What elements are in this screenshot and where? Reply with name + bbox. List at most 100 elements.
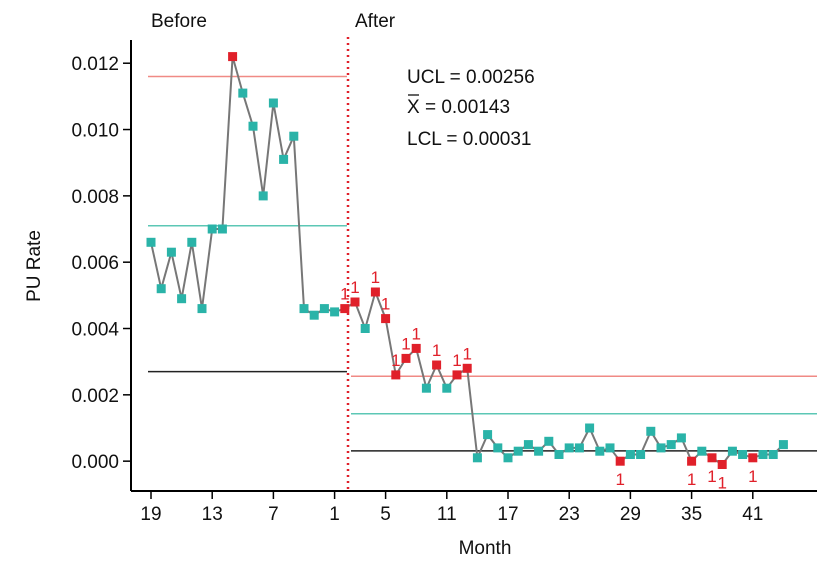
data-point (319, 304, 329, 314)
flag-label: 1 (687, 470, 696, 489)
data-point (646, 426, 656, 436)
y-tick-label: 0.006 (71, 253, 119, 274)
axes: 0.000 0.002 0.004 0.006 0.008 0.010 0.012 19 13 7… (71, 40, 817, 525)
data-point-flagged (381, 314, 391, 324)
data-point (523, 440, 533, 450)
data-point (289, 131, 299, 141)
data-point-flagged (411, 343, 421, 353)
data-point (564, 443, 574, 453)
x-tick-label: 13 (202, 504, 223, 525)
data-point (156, 284, 166, 294)
data-point (187, 237, 197, 247)
y-tick-label: 0.000 (71, 452, 119, 473)
data-point (217, 224, 227, 234)
data-point (309, 310, 319, 320)
flag-label: 1 (615, 470, 624, 489)
data-point (279, 154, 289, 164)
data-point (472, 453, 482, 463)
flag-label: 1 (371, 268, 380, 287)
x-tick-label: 5 (380, 504, 391, 525)
data-point (697, 446, 707, 456)
data-point-flagged (228, 52, 238, 62)
data-point-flagged (391, 370, 401, 380)
flag-label: 1 (452, 351, 461, 370)
x-tick-label: 29 (620, 504, 641, 525)
data-point (166, 247, 176, 257)
x-tick-label: 17 (497, 504, 518, 525)
data-point (666, 440, 676, 450)
data-point-flagged (432, 360, 442, 370)
data-point (513, 446, 523, 456)
data-point (177, 294, 187, 304)
flag-label: 1 (340, 285, 349, 304)
y-tick-label: 0.012 (71, 54, 119, 75)
phase-label-before: Before (151, 11, 207, 32)
flag-label: 1 (707, 467, 716, 486)
flag-label: 1 (350, 278, 359, 297)
data-point-flagged (615, 456, 625, 466)
data-point (554, 450, 564, 459)
data-point (778, 440, 788, 450)
y-tick-label: 0.002 (71, 386, 119, 407)
x-tick-label: 1 (329, 504, 340, 525)
flag-label: 1 (401, 334, 410, 353)
flag-label: 1 (411, 324, 420, 343)
data-point (758, 450, 768, 459)
x-tick-label: 7 (268, 504, 279, 525)
data-point (421, 383, 431, 393)
flag-label: 1 (381, 295, 390, 314)
data-point (625, 450, 635, 459)
data-point (574, 443, 584, 453)
y-axis-title: PU Rate (24, 230, 45, 302)
data-point (585, 423, 595, 433)
data-point (268, 98, 278, 108)
data-point (330, 307, 340, 317)
data-point (768, 450, 778, 459)
x-tick-label: 19 (140, 504, 161, 525)
y-tick-label: 0.008 (71, 187, 119, 208)
data-point-flagged (748, 453, 758, 463)
data-point-flagged (707, 453, 717, 463)
data-point (503, 453, 513, 463)
y-tick-label: 0.004 (71, 320, 119, 341)
data-point-flagged (717, 460, 727, 469)
flag-label: 1 (717, 474, 726, 493)
y-tick-label: 0.010 (71, 121, 119, 142)
x-axis-title: Month (459, 538, 512, 559)
x-tick-label: 41 (742, 504, 763, 525)
phase-label-after: After (355, 11, 396, 32)
data-point-flagged (452, 370, 462, 380)
data-point-flagged (462, 363, 472, 373)
data-point (544, 436, 554, 446)
lcl-stat: LCL = 0.00031 (407, 129, 531, 150)
data-point (258, 191, 268, 201)
data-point (197, 304, 207, 314)
data-point (146, 237, 156, 247)
flag-label: 1 (391, 351, 400, 370)
data-point (442, 383, 452, 393)
x-tick-label: 23 (559, 504, 580, 525)
data-point (656, 443, 666, 453)
data-point (248, 121, 258, 131)
data-point (493, 443, 503, 453)
data-point (595, 446, 605, 456)
data-point-flagged (401, 353, 411, 363)
x-tick-label: 11 (437, 504, 457, 525)
data-point-flagged (340, 304, 350, 314)
data-point (238, 88, 248, 98)
data-point-flagged (687, 456, 697, 466)
data-point-flagged (370, 287, 380, 297)
flag-label: 1 (748, 467, 757, 486)
data-points-group (146, 52, 788, 469)
data-point (738, 450, 748, 459)
ucl-stat: UCL = 0.00256 (407, 67, 535, 88)
data-point (727, 446, 737, 456)
flag-label: 1 (432, 341, 441, 360)
data-point (360, 324, 370, 333)
data-point (207, 224, 217, 234)
data-point (636, 450, 646, 459)
data-point (605, 443, 615, 453)
data-point (299, 304, 309, 314)
